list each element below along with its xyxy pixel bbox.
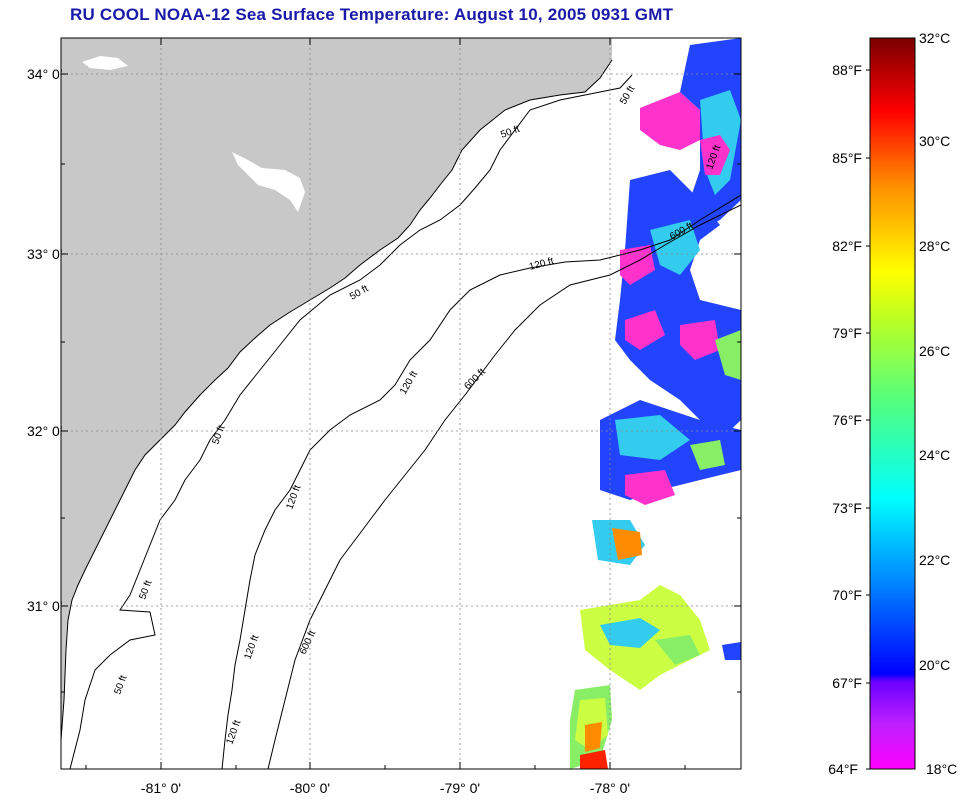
colorbar-c-label: 30°C bbox=[919, 133, 950, 149]
lake bbox=[232, 152, 305, 212]
contour-120ft bbox=[221, 194, 741, 769]
map-area: 50 ft 50 ft 50 ft 50 ft 50 ft 50 ft 120 … bbox=[61, 38, 741, 769]
colorbar-f-label: 79°F bbox=[832, 325, 862, 341]
colorbar-f-label: 88°F bbox=[832, 62, 862, 78]
latitude-label: 31° 0' bbox=[27, 598, 63, 614]
colorbar-c-label: 18°C bbox=[926, 761, 957, 777]
colorbar-c-label: 28°C bbox=[919, 238, 950, 254]
colorbar-f-label: 70°F bbox=[832, 587, 862, 603]
coastline bbox=[61, 59, 613, 741]
land-mass bbox=[61, 38, 612, 740]
colorbar-f-label: 85°F bbox=[832, 150, 862, 166]
colorbar-c-label: 22°C bbox=[919, 552, 950, 568]
latitude-label: 32° 0' bbox=[27, 423, 63, 439]
colorbar-ticks bbox=[866, 69, 870, 770]
colorbar-c-label: 26°C bbox=[919, 343, 950, 359]
contour-600ft bbox=[267, 204, 741, 769]
map-title: RU COOL NOAA-12 Sea Surface Temperature:… bbox=[70, 5, 674, 24]
colorbar-c-label: 20°C bbox=[919, 657, 950, 673]
longitude-label: -80° 0' bbox=[290, 780, 330, 796]
latitude-label: 33° 0' bbox=[27, 246, 63, 262]
map-frame bbox=[60, 37, 742, 770]
colorbar-f-label: 73°F bbox=[832, 500, 862, 516]
longitude-label: -81° 0' bbox=[141, 780, 181, 796]
lake bbox=[82, 56, 128, 70]
colorbar bbox=[869, 37, 916, 770]
colorbar-f-label: 82°F bbox=[832, 238, 862, 254]
sst-swath bbox=[570, 38, 741, 769]
longitude-label: -79° 0' bbox=[440, 780, 480, 796]
colorbar-c-label: 24°C bbox=[919, 447, 950, 463]
axis-ticks bbox=[61, 38, 741, 769]
colorbar-f-label: 64°F bbox=[828, 761, 858, 777]
latitude-label: 34° 0' bbox=[27, 66, 63, 82]
colorbar-c-label: 32°C bbox=[919, 30, 950, 46]
colorbar-f-label: 76°F bbox=[832, 412, 862, 428]
graticule bbox=[61, 38, 741, 769]
longitude-label: -78° 0' bbox=[590, 780, 630, 796]
contour-50ft bbox=[69, 74, 633, 769]
colorbar-f-label: 67°F bbox=[832, 675, 862, 691]
